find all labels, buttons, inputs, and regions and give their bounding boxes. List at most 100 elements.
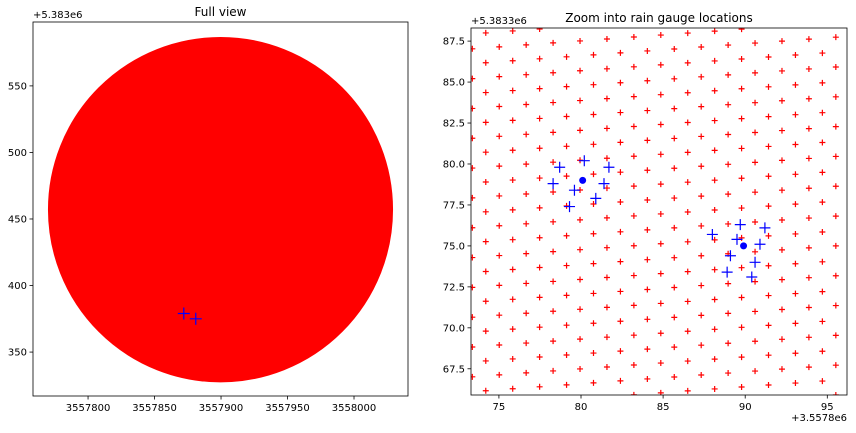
marker [671, 284, 678, 291]
x-tick-label: 3557800 [66, 403, 111, 414]
y-tick-label: 70.0 [443, 323, 465, 334]
marker [725, 310, 732, 317]
y-tick-label: 450 [8, 214, 27, 225]
marker [630, 93, 637, 100]
marker [725, 101, 732, 108]
marker [177, 307, 190, 320]
marker [482, 238, 489, 245]
marker [496, 371, 503, 378]
marker [471, 105, 476, 112]
marker [778, 187, 785, 194]
x-tick-label: 80 [575, 402, 588, 413]
marker [738, 115, 745, 122]
marker [711, 177, 718, 184]
marker [671, 45, 678, 52]
marker [577, 67, 584, 74]
marker [550, 189, 557, 196]
marker [523, 71, 530, 78]
marker [509, 117, 516, 124]
marker [752, 129, 759, 136]
marker [471, 373, 476, 380]
marker [496, 342, 503, 349]
marker [536, 145, 543, 152]
marker [684, 298, 691, 305]
y-tick-label: 400 [8, 281, 27, 292]
x-tick-label: 75 [493, 402, 506, 413]
marker [617, 198, 624, 205]
marker [832, 93, 839, 100]
marker [749, 256, 761, 268]
marker [778, 336, 785, 343]
marker [778, 366, 785, 373]
marker [630, 242, 637, 249]
marker [563, 83, 570, 90]
marker [603, 161, 615, 173]
marker [563, 202, 570, 209]
marker [765, 292, 772, 299]
marker [550, 218, 557, 225]
marker [657, 91, 664, 98]
marker [482, 149, 489, 156]
marker [752, 40, 759, 47]
marker [496, 192, 503, 199]
marker [711, 117, 718, 124]
marker [482, 387, 489, 394]
marker [644, 375, 651, 382]
marker [725, 370, 732, 377]
marker [496, 252, 503, 259]
marker [617, 109, 624, 116]
plot-area [47, 36, 394, 383]
marker [738, 354, 745, 361]
marker [523, 340, 530, 347]
marker [657, 61, 664, 68]
marker [738, 264, 745, 271]
marker [577, 336, 584, 343]
y-tick-label: 77.5 [443, 200, 465, 211]
marker [509, 266, 516, 273]
marker [698, 222, 705, 229]
marker [819, 50, 826, 57]
marker [684, 149, 691, 156]
marker [792, 290, 799, 297]
marker [617, 258, 624, 265]
marker [577, 127, 584, 134]
marker [698, 342, 705, 349]
marker [617, 49, 624, 56]
marker [711, 356, 718, 363]
marker [509, 28, 516, 34]
marker [819, 318, 826, 325]
marker [738, 205, 745, 212]
marker [819, 139, 826, 146]
marker [536, 115, 543, 122]
marker [509, 385, 516, 392]
marker [550, 159, 557, 166]
marker [482, 268, 489, 275]
marker [752, 69, 759, 76]
marker [832, 63, 839, 70]
marker [698, 133, 705, 140]
marker [684, 89, 691, 96]
marker [536, 175, 543, 182]
marker [482, 179, 489, 186]
marker [819, 258, 826, 265]
marker [706, 228, 718, 240]
marker [590, 379, 597, 386]
marker [752, 308, 759, 315]
marker [644, 167, 651, 174]
marker [738, 234, 745, 241]
marker [792, 171, 799, 178]
marker [536, 324, 543, 331]
marker [644, 197, 651, 204]
marker [725, 280, 732, 287]
marker [550, 338, 557, 345]
marker [746, 271, 758, 283]
marker [578, 155, 590, 167]
marker [482, 357, 489, 364]
marker [509, 206, 516, 213]
marker [554, 161, 566, 173]
marker [684, 59, 691, 66]
marker [805, 125, 812, 132]
marker [644, 47, 651, 54]
marker [832, 302, 839, 309]
marker [509, 147, 516, 154]
